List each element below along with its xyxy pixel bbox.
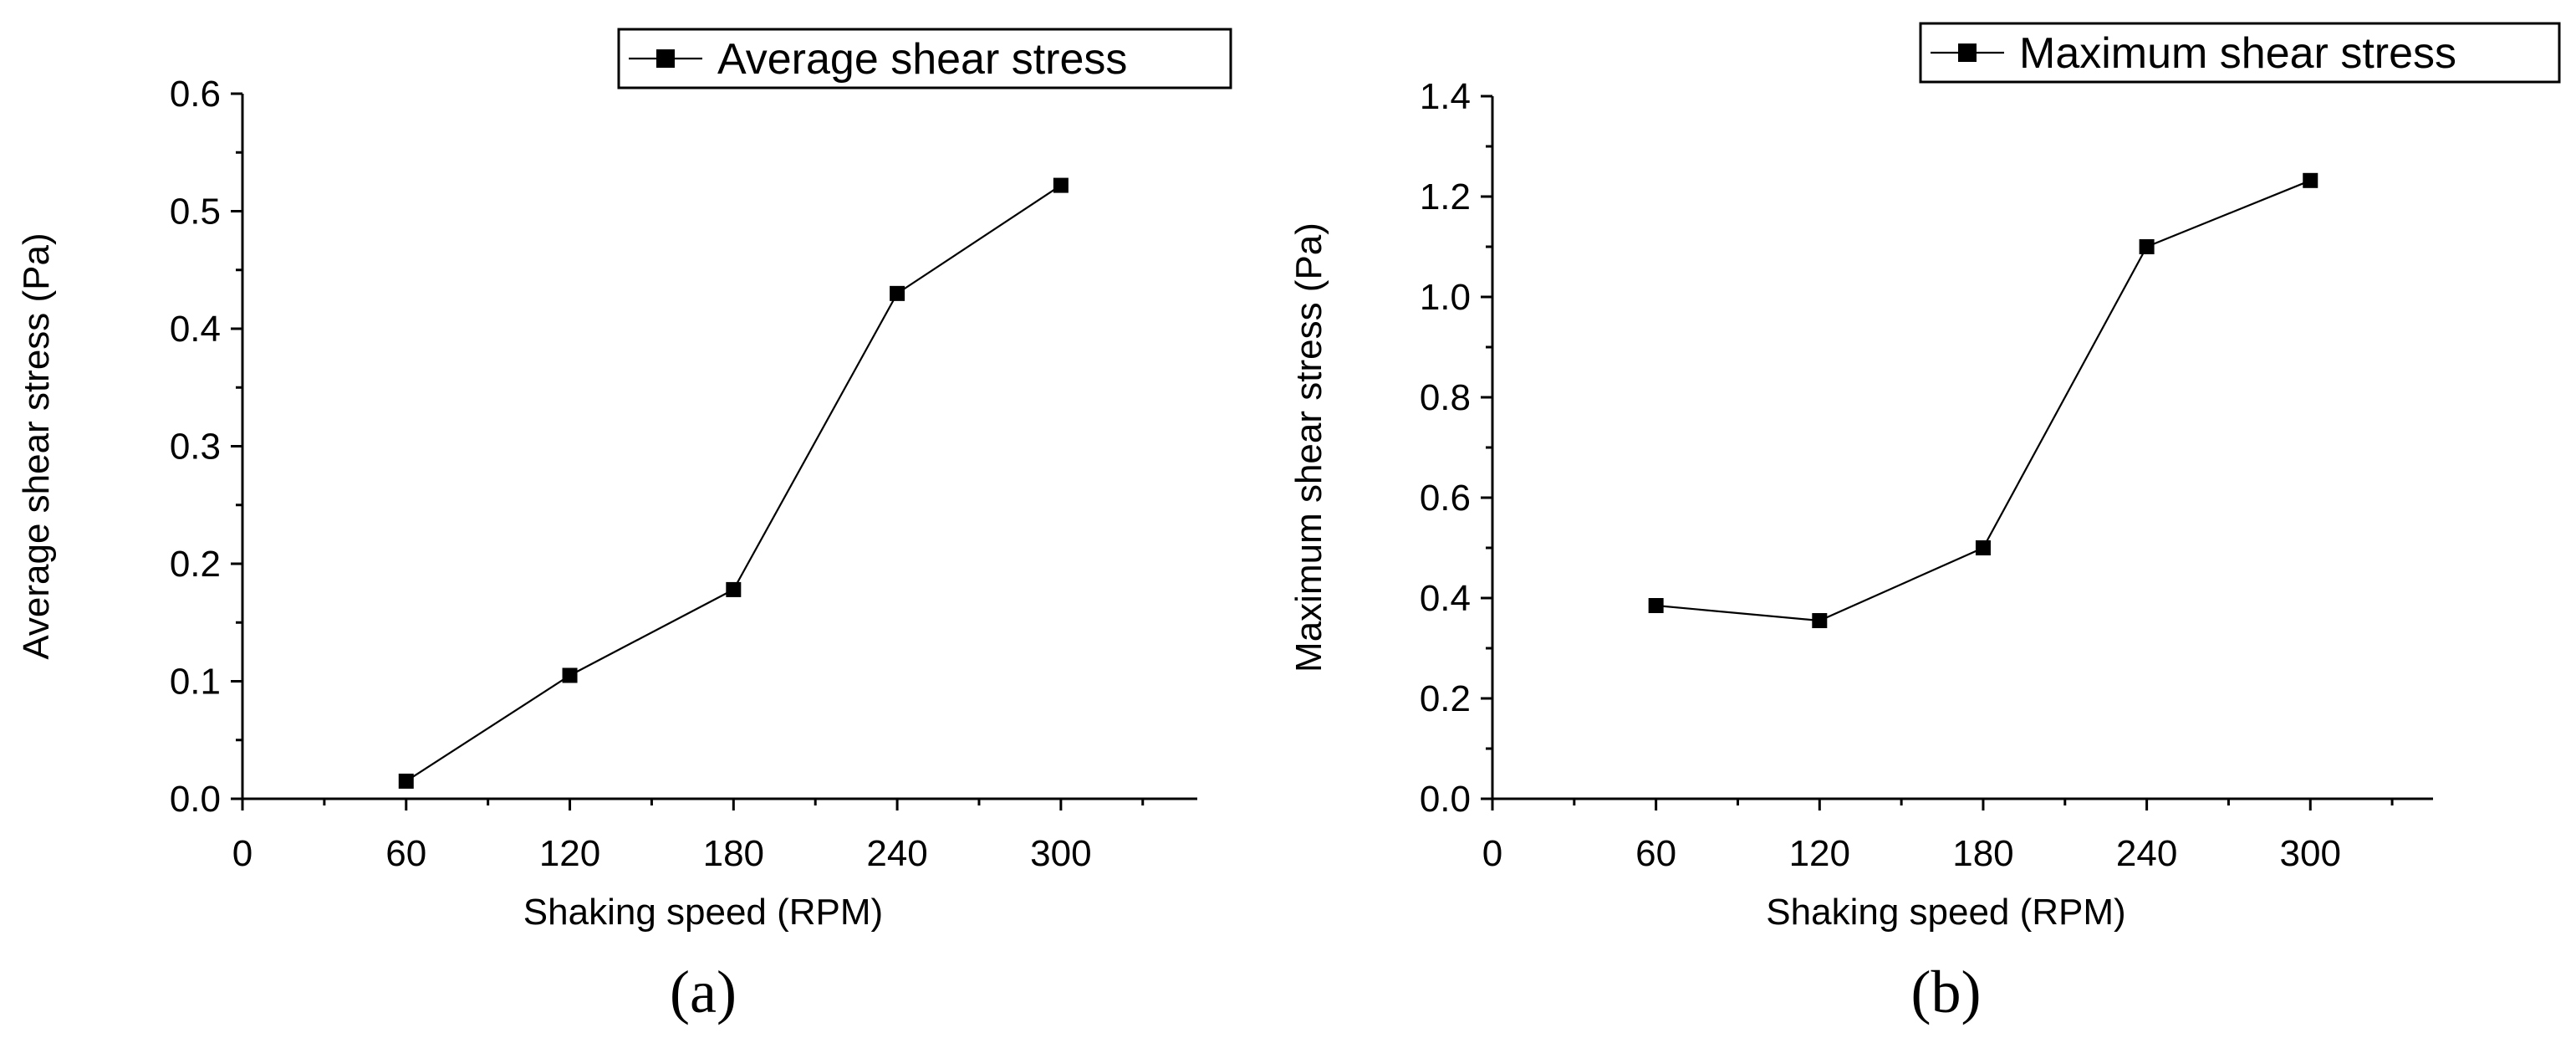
panel-label: (a) xyxy=(670,959,737,1025)
legend-label: Average shear stress xyxy=(717,35,1127,84)
data-point-marker xyxy=(398,773,414,789)
data-point-marker xyxy=(562,667,578,683)
y-tick-label: 0.6 xyxy=(1420,478,1471,519)
y-tick-label: 0.2 xyxy=(170,544,221,585)
x-tick-label: 60 xyxy=(1635,833,1676,874)
x-tick-label: 120 xyxy=(1789,833,1850,874)
y-tick-label: 1.4 xyxy=(1420,76,1471,117)
y-tick-label: 0.0 xyxy=(1420,779,1471,820)
y-tick-label: 0.0 xyxy=(170,779,221,820)
x-tick-label: 120 xyxy=(539,833,600,874)
y-axis-title: Average shear stress (Pa) xyxy=(16,233,57,659)
panel-b: 0 60 120 180 240 300 0.0 0.2 0.4 0.6 0.8 1.0 1.2 1.4 S… xyxy=(1288,22,2561,1025)
x-tick-label: 240 xyxy=(2116,833,2177,874)
y-tick-label: 0.5 xyxy=(170,192,221,233)
legend-box xyxy=(1919,22,2561,84)
legend-label: Maximum shear stress xyxy=(2019,29,2456,78)
data-point-marker xyxy=(1648,598,1664,613)
data-point-marker xyxy=(1812,613,1828,628)
data-point-marker xyxy=(890,285,905,301)
x-axis-title: Shaking speed (RPM) xyxy=(523,892,883,933)
x-tick-label: 240 xyxy=(866,833,927,874)
legend-marker xyxy=(1958,43,1977,62)
x-tick-label: 60 xyxy=(385,833,426,874)
x-tick-label: 0 xyxy=(232,833,252,874)
y-tick-label: 0.6 xyxy=(170,74,221,115)
y-tick-label: 0.8 xyxy=(1420,377,1471,418)
x-tick-label: 0 xyxy=(1482,833,1502,874)
y-tick-label: 1.2 xyxy=(1420,176,1471,217)
legend-box xyxy=(617,28,1232,89)
x-tick-label: 300 xyxy=(1030,833,1091,874)
y-axis-title: Maximum shear stress (Pa) xyxy=(1288,222,1329,672)
x-tick-label: 300 xyxy=(2280,833,2341,874)
series-line xyxy=(406,184,1062,782)
data-point-marker xyxy=(2303,172,2318,188)
data-point-marker xyxy=(2139,239,2155,254)
y-tick-label: 0.1 xyxy=(170,662,221,703)
x-tick-label: 180 xyxy=(1952,833,2013,874)
data-point-marker xyxy=(1053,177,1069,193)
data-point-marker xyxy=(1975,540,1991,555)
y-tick-label: 0.3 xyxy=(170,427,221,468)
legend-marker xyxy=(656,49,675,68)
y-tick-label: 0.4 xyxy=(170,309,221,350)
x-tick-label: 180 xyxy=(703,833,764,874)
y-tick-label: 0.4 xyxy=(1420,578,1471,619)
panel-a: 0 60 120 180 240 300 0.0 0.1 0.2 0.3 0.4 0.5 0.6 Shak… xyxy=(16,28,1232,1025)
data-point-marker xyxy=(726,581,742,597)
y-tick-label: 0.2 xyxy=(1420,678,1471,719)
panel-label: (b) xyxy=(1911,959,1982,1025)
y-tick-label: 1.0 xyxy=(1420,277,1471,318)
x-axis-title: Shaking speed (RPM) xyxy=(1766,892,2125,933)
